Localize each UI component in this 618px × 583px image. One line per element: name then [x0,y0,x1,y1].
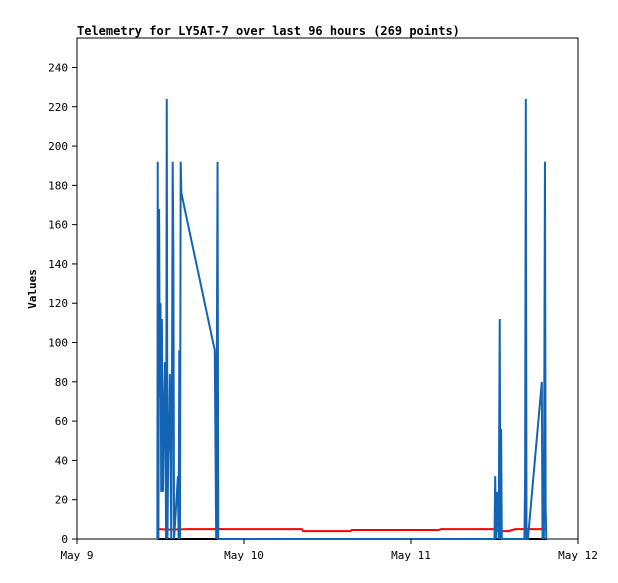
y-tick-label: 220 [48,101,68,114]
chart-title: Telemetry for LY5AT-7 over last 96 hours… [77,24,460,38]
plot-area-frame [76,37,579,540]
series-layer [156,98,548,540]
y-tick-label: 60 [55,415,68,428]
x-tick-label: May 12 [558,549,598,562]
y-tick-label: 140 [48,258,68,271]
x-axis: May 9 May 10 May 11 May 12 [60,539,598,562]
x-tick-label: May 11 [391,549,431,562]
y-tick-label: 120 [48,297,68,310]
y-tick-label: 20 [55,494,68,507]
y-axis-title: Values [26,269,39,309]
y-tick-label: 160 [48,219,68,232]
y-axis: 0 20 40 60 80 100 120 140 160 180 200 220 240 [48,61,77,546]
y-tick-label: 80 [55,376,68,389]
y-tick-label: 200 [48,140,68,153]
y-tick-label: 180 [48,179,68,192]
x-tick-label: May 9 [60,549,93,562]
y-tick-label: 100 [48,337,68,350]
y-tick-label: 240 [48,61,68,74]
series-line-2 [156,98,548,540]
y-tick-label: 40 [55,454,68,467]
y-tick-label: 0 [61,533,68,546]
x-tick-label: May 10 [224,549,264,562]
